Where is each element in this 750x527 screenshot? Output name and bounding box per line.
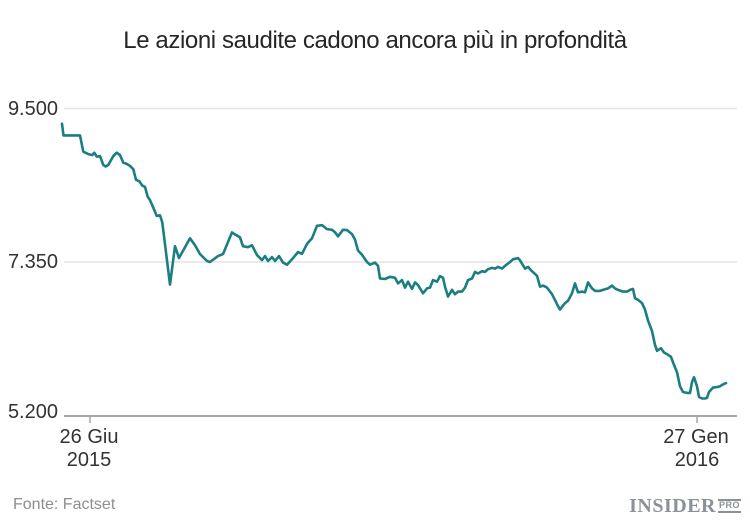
price-line bbox=[60, 122, 728, 400]
x-tick-label-left-year: 2015 bbox=[67, 449, 112, 471]
x-tick-label-right-year: 2016 bbox=[675, 449, 720, 471]
logo-pro-badge: PRO bbox=[717, 499, 741, 513]
logo-name: INSIDER bbox=[629, 495, 716, 517]
y-tick-label-7350: 7.350 bbox=[8, 251, 58, 273]
x-tick-label-left-date: 26 Giu bbox=[60, 426, 119, 448]
y-tick-label-9500: 9.500 bbox=[8, 98, 58, 120]
y-tick-label-5200: 5.200 bbox=[8, 401, 58, 423]
chart-title: Le azioni saudite cadono ancora più in p… bbox=[123, 27, 627, 54]
source-credit: Fonte: Factset bbox=[13, 496, 116, 513]
x-tick-label-right-date: 27 Gen bbox=[663, 426, 729, 448]
insiderpro-logo: INSIDER PRO bbox=[629, 495, 741, 518]
